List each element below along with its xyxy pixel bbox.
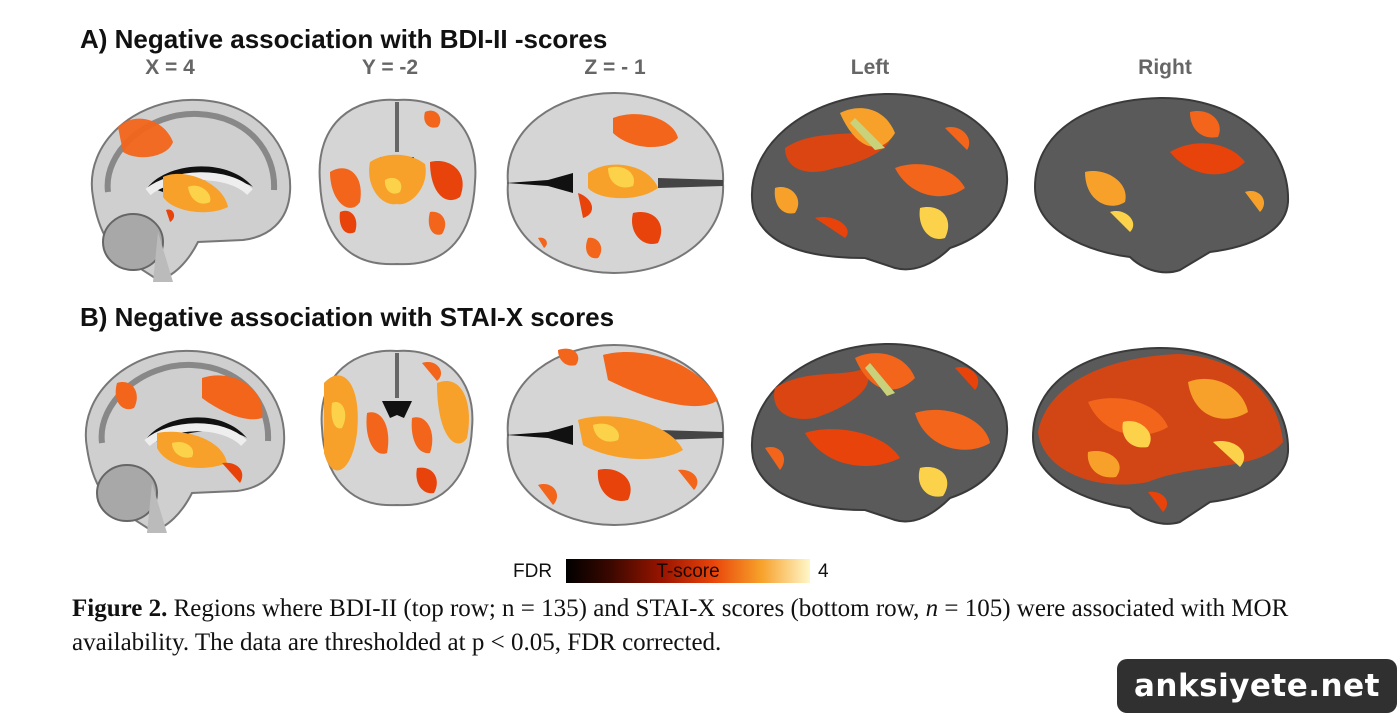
figure-caption: Figure 2. Regions where BDI-II (top row;… <box>72 592 1312 660</box>
label-axial: Z = - 1 <box>584 56 646 79</box>
row-b-right-surface <box>1028 342 1292 528</box>
colorbar-left-label: FDR <box>513 561 553 582</box>
row-a-coronal-slice <box>310 92 485 272</box>
row-b-title: B) Negative association with STAI-X scor… <box>80 302 615 332</box>
caption-text-2: = 105) were associated with MOR availabi… <box>72 595 1289 656</box>
colorbar: T-score <box>566 559 810 583</box>
row-a-right-surface <box>1030 92 1292 277</box>
row-b-left-surface <box>745 338 1010 528</box>
row-b-sagittal-slice <box>72 343 294 533</box>
caption-label: Figure 2. <box>72 595 168 622</box>
label-coronal: Y = -2 <box>361 56 419 79</box>
row-b-axial-slice <box>498 340 730 530</box>
row-b-coronal-slice <box>312 343 482 513</box>
colorbar-right-label: 4 <box>818 561 829 582</box>
label-right: Right <box>1138 56 1192 79</box>
caption-text-1: Regions where BDI-II (top row; n = 135) … <box>167 595 926 622</box>
caption-n: n <box>925 595 939 622</box>
row-a-axial-slice <box>498 88 730 278</box>
row-a-sagittal-slice <box>78 92 298 282</box>
label-sagittal: X = 4 <box>145 56 195 79</box>
watermark-badge: anksiyete.net <box>1117 659 1397 713</box>
row-a-left-surface <box>745 88 1010 276</box>
colorbar-center-label: T-score <box>656 561 720 582</box>
row-a-title: A) Negative association with BDI-II -sco… <box>80 24 608 54</box>
label-left: Left <box>850 56 890 79</box>
